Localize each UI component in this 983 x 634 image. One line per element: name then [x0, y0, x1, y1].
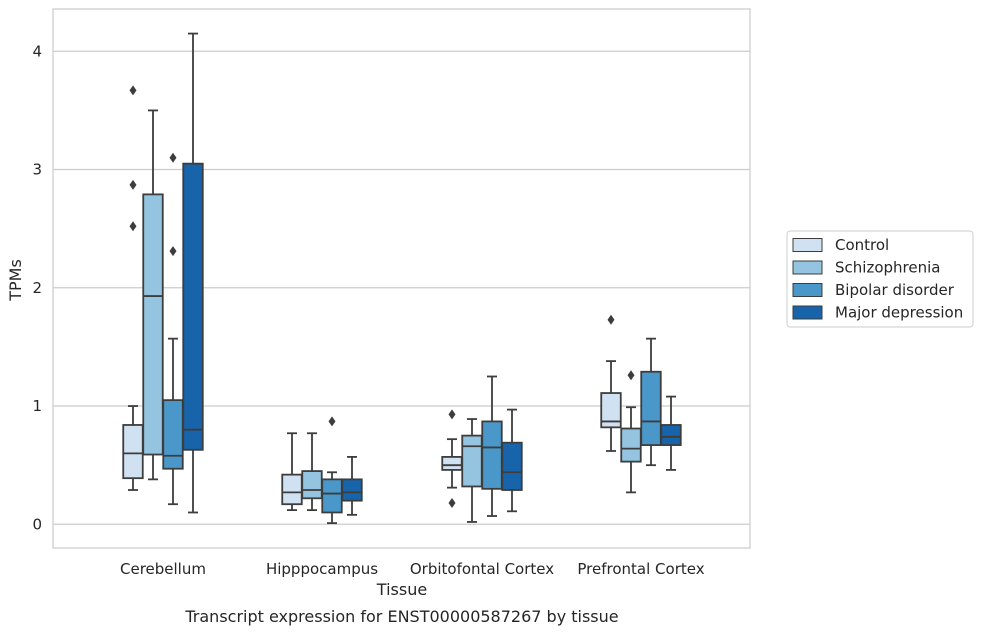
box — [142, 193, 164, 456]
box-group — [660, 395, 682, 471]
box-group — [182, 32, 204, 514]
box-group — [301, 432, 323, 512]
legend-swatch — [792, 305, 823, 320]
legend-label: Bipolar disorder — [835, 281, 955, 299]
box-group — [620, 370, 642, 494]
y-tick-label: 3 — [32, 161, 42, 179]
legend-label: Schizophrenia — [835, 259, 940, 277]
box-series-layer — [122, 32, 682, 525]
y-tick-label: 2 — [32, 279, 42, 297]
outlier-point — [607, 314, 615, 325]
legend: Control Schizophrenia Bipolar disorder Majo… — [786, 230, 974, 328]
outlier-point — [448, 409, 456, 420]
chart-caption: Transcript expression for ENST0000058726… — [184, 607, 618, 626]
legend-swatch — [792, 260, 823, 275]
y-tick-label: 1 — [32, 397, 42, 415]
box — [122, 424, 144, 480]
series-major-depression — [182, 32, 682, 516]
plot-area-frame — [52, 8, 751, 549]
x-axis-title: Tissue — [376, 580, 427, 599]
box-group — [162, 152, 184, 506]
box — [640, 370, 662, 446]
legend-frame — [786, 230, 974, 328]
box — [321, 478, 343, 514]
x-tick-label: Prefrontal Cortex — [577, 560, 704, 578]
box — [301, 470, 323, 500]
box — [182, 162, 204, 451]
outlier-point — [448, 498, 456, 509]
axis-ticks: 0 1 2 3 4 Cerebellum Hipppocampus Orbitofontal … — [32, 42, 704, 578]
box — [600, 392, 622, 429]
box-group — [461, 418, 483, 523]
box-group — [481, 375, 503, 517]
series-schizophrenia — [142, 109, 642, 523]
box-group — [142, 109, 164, 481]
box — [501, 441, 523, 491]
y-tick-label: 0 — [32, 515, 42, 533]
x-tick-label: Orbitofontal Cortex — [410, 560, 554, 578]
box — [461, 434, 483, 488]
box — [162, 399, 184, 470]
box — [660, 424, 682, 446]
box — [620, 427, 642, 463]
x-tick-label: Cerebellum — [120, 560, 206, 578]
legend-label: Major depression — [835, 304, 963, 322]
box-group — [640, 337, 662, 467]
box-group — [600, 314, 622, 452]
box-group — [321, 416, 343, 525]
outlier-point — [169, 152, 177, 163]
box-group — [341, 455, 363, 516]
series-bipolar-disorder — [162, 152, 662, 525]
legend-swatch — [792, 238, 823, 252]
box — [281, 473, 303, 506]
outlier-point — [129, 179, 137, 190]
box — [481, 420, 503, 490]
outlier-point — [129, 221, 137, 232]
outlier-point — [627, 370, 635, 381]
box — [341, 478, 363, 502]
outlier-point — [328, 416, 336, 427]
y-tick-label: 4 — [32, 42, 42, 60]
outlier-point — [169, 246, 177, 257]
legend-label: Control — [835, 236, 889, 254]
outlier-point — [129, 85, 137, 96]
box-group — [501, 408, 523, 513]
box — [441, 455, 463, 471]
x-tick-label: Hipppocampus — [266, 560, 378, 578]
box-group — [441, 409, 463, 509]
box-group — [281, 432, 303, 512]
y-axis-title: TPMs — [6, 259, 25, 302]
legend-swatch — [792, 283, 823, 297]
